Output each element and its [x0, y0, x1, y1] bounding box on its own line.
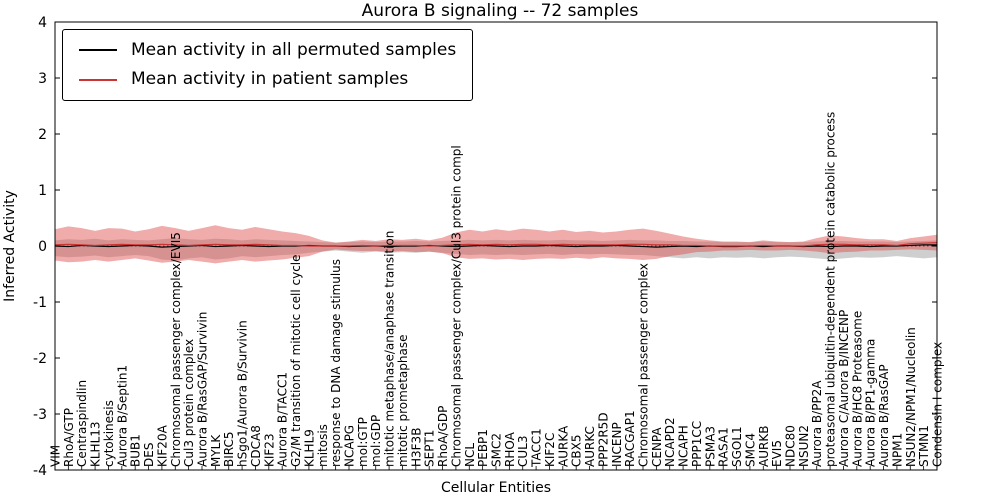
x-tick-label: KIF2C — [543, 433, 557, 467]
legend-label-patient: Mean activity in patient samples — [131, 69, 409, 90]
x-tick-label: Aurora B/PP2A — [810, 380, 824, 467]
x-tick-label: Aurora C/Aurora B/INCENP — [837, 310, 851, 467]
x-tick-label: MYLK — [209, 434, 223, 467]
x-tick-label: SMC4 — [743, 433, 757, 467]
x-tick-label: AURKC — [583, 426, 597, 467]
x-tick-label: RhoA/GDP — [436, 406, 450, 467]
x-tick-label: hSgo1/Aurora B/Survivin — [236, 320, 250, 467]
x-tick-label: RhoA/GTP — [62, 408, 76, 467]
x-tick-label: mitosis — [316, 424, 330, 467]
x-tick-label: RHOA — [503, 431, 517, 467]
x-tick-label: Aurora B/RasGAP — [877, 364, 891, 467]
patient-line-swatch — [79, 78, 117, 81]
y-tick-label: 3 — [38, 71, 47, 87]
y-tick-label: 0 — [38, 239, 47, 255]
x-tick-label: DES — [142, 443, 156, 467]
x-tick-label: CUL3 — [516, 436, 530, 467]
x-tick-label: Aurora B/Septin1 — [115, 365, 129, 467]
x-tick-label: AURKB — [757, 426, 771, 467]
x-tick-label: NCAPG — [343, 425, 357, 467]
x-tick-label: Aurora B/TACC1 — [276, 372, 290, 467]
y-tick-label: -1 — [33, 295, 47, 311]
x-tick-label: H3F3B — [409, 428, 423, 467]
chart-title: Aurora B signaling -- 72 samples — [361, 1, 639, 21]
x-axis-label: Cellular Entities — [440, 480, 552, 496]
x-tick-label: PPP1CC — [690, 421, 704, 467]
x-tick-label: response to DNA damage stimulus — [329, 259, 343, 467]
y-tick-label: 4 — [38, 15, 47, 31]
x-tick-label: RACGAP1 — [623, 410, 637, 467]
x-tick-label: mol:GDP — [369, 415, 383, 467]
x-tick-label: NCAPD2 — [663, 417, 677, 467]
x-tick-label: SGOL1 — [730, 426, 744, 467]
y-tick-label: -4 — [33, 463, 47, 479]
x-tick-label: Aurora B/PP1-gamma — [864, 339, 878, 467]
x-tick-label: Chromosomal passenger complex/EVI5 — [169, 232, 183, 467]
x-tick-label: Chromosomal passenger complex — [637, 263, 651, 467]
x-tick-label: proteasomal ubiquitin-dependent protein … — [824, 112, 838, 467]
x-tick-label: SEPT1 — [423, 430, 437, 467]
x-tick-label: NPM1 — [890, 433, 904, 467]
y-tick-label: -3 — [33, 407, 47, 423]
x-tick-label: Aurora B/HC8 Proteasome — [850, 311, 864, 467]
x-tick-label: NSUN2/NPM1/Nucleolin — [904, 327, 918, 467]
permuted-line-swatch — [79, 49, 117, 52]
x-tick-label: CBX5 — [570, 435, 584, 467]
y-tick-label: 2 — [38, 127, 47, 143]
x-tick-label: mol:GTP — [356, 417, 370, 467]
y-tick-label: 1 — [38, 183, 47, 199]
x-tick-label: PSMA3 — [703, 426, 717, 467]
y-tick-label: -2 — [33, 351, 47, 367]
x-tick-label: cytokinesis — [102, 400, 116, 467]
x-tick-label: KIF20A — [155, 424, 169, 467]
x-tick-label: Aurora B/RasGAP/Survivin — [196, 312, 210, 467]
x-tick-label: KLHL13 — [89, 421, 103, 467]
x-tick-label: NCAPH — [677, 425, 691, 467]
x-tick-label: CDCA8 — [249, 425, 263, 467]
x-tick-label: NCL — [463, 443, 477, 467]
x-tick-label: AURKA — [556, 425, 570, 467]
x-tick-label: SMC2 — [490, 433, 504, 467]
x-tick-label: Cul3 protein complex — [182, 339, 196, 467]
legend-entry-patient: Mean activity in patient samples — [79, 69, 456, 89]
x-tick-label: NDC80 — [784, 425, 798, 467]
x-tick-label: CENPA — [650, 427, 664, 467]
legend-label-permuted: Mean activity in all permuted samples — [131, 40, 457, 60]
y-axis-label: Inferred Activity — [2, 190, 18, 302]
x-tick-label: Chromosomal passenger complex/Cul3 prote… — [449, 145, 463, 467]
x-tick-label: mitotic metaphase/anaphase transition — [383, 231, 397, 467]
axes-frame — [54, 21, 938, 471]
x-tick-label: KIF23 — [262, 433, 276, 467]
legend-entry-permuted: Mean activity in all permuted samples — [79, 40, 456, 60]
x-tick-label: PEBP1 — [476, 429, 490, 467]
x-tick-label: INCENP — [610, 422, 624, 467]
x-tick-label: RASA1 — [717, 427, 731, 467]
x-tick-label: mitotic prometaphase — [396, 335, 410, 468]
x-tick-label: G2/M transition of mitotic cell cycle — [289, 254, 303, 467]
band-0 — [55, 238, 937, 261]
x-tick-label: BIRC5 — [222, 431, 236, 467]
x-tick-label: STMN1 — [917, 425, 931, 467]
x-tick-label: PPP2R5D — [596, 412, 610, 467]
x-tick-label: TACC1 — [530, 428, 544, 468]
series-line-1 — [54, 242, 938, 247]
x-tick-label: NSUN2 — [797, 425, 811, 467]
legend: Mean activity in all permuted samples Me… — [62, 29, 474, 101]
x-tick-label: EVI5 — [770, 440, 784, 467]
x-tick-label: Centraspindlin — [75, 380, 89, 467]
x-tick-label: KLHL9 — [302, 429, 316, 467]
x-tick-label: BUB1 — [129, 434, 143, 467]
